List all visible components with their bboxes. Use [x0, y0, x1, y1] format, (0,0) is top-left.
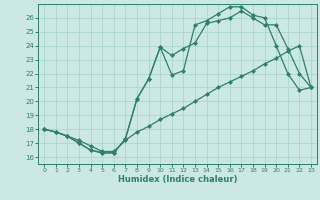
X-axis label: Humidex (Indice chaleur): Humidex (Indice chaleur) [118, 175, 237, 184]
